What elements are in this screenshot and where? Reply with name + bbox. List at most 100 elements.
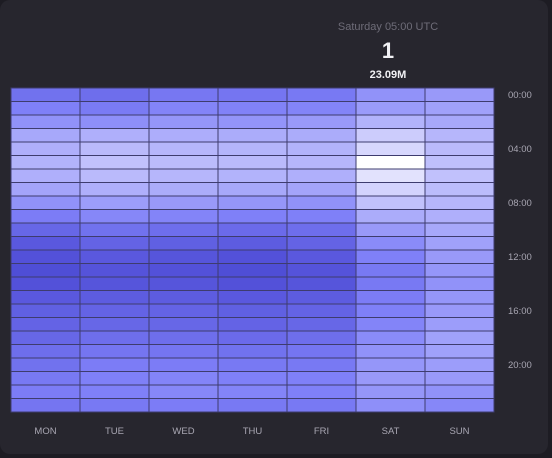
heatmap-cell[interactable] — [355, 114, 426, 129]
heatmap-cell[interactable] — [286, 236, 357, 251]
heatmap-cell[interactable] — [217, 195, 288, 210]
heatmap-cell[interactable] — [10, 128, 81, 143]
heatmap-cell[interactable] — [148, 141, 219, 156]
heatmap-cell[interactable] — [355, 303, 426, 318]
heatmap-cell[interactable] — [355, 128, 426, 143]
heatmap-cell[interactable] — [79, 195, 150, 210]
heatmap-cell[interactable] — [286, 330, 357, 345]
heatmap-cell[interactable] — [79, 222, 150, 237]
heatmap-cell[interactable] — [148, 330, 219, 345]
heatmap-cell[interactable] — [355, 276, 426, 291]
heatmap-cell[interactable] — [286, 249, 357, 264]
heatmap-cell[interactable] — [286, 371, 357, 386]
heatmap-cell[interactable] — [217, 371, 288, 386]
heatmap-cell[interactable] — [10, 222, 81, 237]
heatmap-cell[interactable] — [79, 303, 150, 318]
heatmap-cell[interactable] — [424, 114, 495, 129]
heatmap-cell[interactable] — [286, 114, 357, 129]
heatmap-cell[interactable] — [355, 222, 426, 237]
heatmap-cell[interactable] — [148, 249, 219, 264]
heatmap-cell[interactable] — [10, 101, 81, 116]
heatmap-cell[interactable] — [217, 384, 288, 399]
heatmap-cell[interactable] — [148, 371, 219, 386]
heatmap-cell[interactable] — [10, 317, 81, 332]
heatmap-cell[interactable] — [10, 195, 81, 210]
heatmap-cell[interactable] — [286, 128, 357, 143]
heatmap-cell[interactable] — [286, 317, 357, 332]
heatmap-cell[interactable] — [148, 168, 219, 183]
heatmap-cell[interactable] — [79, 87, 150, 102]
heatmap-cell[interactable] — [355, 101, 426, 116]
heatmap-cell[interactable] — [286, 344, 357, 359]
heatmap-cell[interactable] — [148, 344, 219, 359]
heatmap-cell[interactable] — [355, 209, 426, 224]
heatmap-cell[interactable] — [148, 195, 219, 210]
heatmap-cell[interactable] — [286, 155, 357, 170]
heatmap-cell[interactable] — [424, 357, 495, 372]
heatmap-cell[interactable] — [286, 384, 357, 399]
heatmap-cell[interactable] — [286, 357, 357, 372]
heatmap-cell[interactable] — [148, 182, 219, 197]
heatmap-cell[interactable] — [79, 290, 150, 305]
heatmap-cell[interactable] — [10, 263, 81, 278]
heatmap-cell[interactable] — [217, 87, 288, 102]
heatmap-cell[interactable] — [79, 276, 150, 291]
heatmap-cell[interactable] — [10, 209, 81, 224]
heatmap-cell[interactable] — [79, 141, 150, 156]
heatmap-cell[interactable] — [424, 276, 495, 291]
heatmap-cell[interactable] — [79, 236, 150, 251]
heatmap-cell[interactable] — [148, 290, 219, 305]
heatmap-cell[interactable] — [10, 344, 81, 359]
heatmap-cell[interactable] — [217, 330, 288, 345]
heatmap-cell[interactable] — [79, 330, 150, 345]
heatmap-cell[interactable] — [217, 101, 288, 116]
heatmap-cell[interactable] — [217, 168, 288, 183]
heatmap-cell[interactable] — [424, 87, 495, 102]
heatmap-cell[interactable] — [217, 222, 288, 237]
heatmap-cell[interactable] — [10, 249, 81, 264]
heatmap-cell[interactable] — [424, 330, 495, 345]
heatmap-cell[interactable] — [217, 317, 288, 332]
heatmap-cell[interactable] — [424, 236, 495, 251]
heatmap-cell[interactable] — [10, 168, 81, 183]
heatmap-cell[interactable] — [79, 317, 150, 332]
heatmap-cell[interactable] — [217, 114, 288, 129]
heatmap-cell[interactable] — [424, 168, 495, 183]
heatmap-cell[interactable] — [148, 276, 219, 291]
heatmap-cell[interactable] — [148, 209, 219, 224]
heatmap-cell[interactable] — [286, 141, 357, 156]
heatmap-cell[interactable] — [217, 236, 288, 251]
heatmap-cell[interactable] — [355, 263, 426, 278]
heatmap-cell[interactable] — [217, 344, 288, 359]
heatmap-cell[interactable] — [79, 344, 150, 359]
heatmap-cell[interactable] — [148, 114, 219, 129]
heatmap-cell[interactable] — [79, 398, 150, 413]
heatmap-cell[interactable] — [424, 182, 495, 197]
heatmap-cell[interactable] — [10, 114, 81, 129]
heatmap-cell[interactable] — [10, 371, 81, 386]
heatmap-cell[interactable] — [355, 182, 426, 197]
heatmap-cell[interactable] — [148, 128, 219, 143]
heatmap-cell[interactable] — [424, 209, 495, 224]
heatmap-cell[interactable] — [10, 141, 81, 156]
heatmap-cell[interactable] — [355, 398, 426, 413]
heatmap-cell[interactable] — [148, 155, 219, 170]
heatmap-cell[interactable] — [10, 384, 81, 399]
heatmap-cell[interactable] — [79, 128, 150, 143]
heatmap-cell[interactable] — [148, 357, 219, 372]
heatmap-cell[interactable] — [217, 357, 288, 372]
heatmap-cell[interactable] — [217, 209, 288, 224]
heatmap-cell[interactable] — [148, 384, 219, 399]
heatmap-cell[interactable] — [286, 182, 357, 197]
heatmap-cell[interactable] — [424, 290, 495, 305]
heatmap-cell[interactable] — [217, 290, 288, 305]
heatmap-cell[interactable] — [217, 182, 288, 197]
heatmap-cell[interactable] — [424, 155, 495, 170]
heatmap-cell[interactable] — [10, 398, 81, 413]
heatmap-cell[interactable] — [217, 141, 288, 156]
heatmap-cell[interactable] — [10, 276, 81, 291]
heatmap-cell[interactable] — [286, 87, 357, 102]
heatmap-cell[interactable] — [355, 357, 426, 372]
heatmap-cell[interactable] — [148, 236, 219, 251]
heatmap-cell[interactable] — [217, 155, 288, 170]
